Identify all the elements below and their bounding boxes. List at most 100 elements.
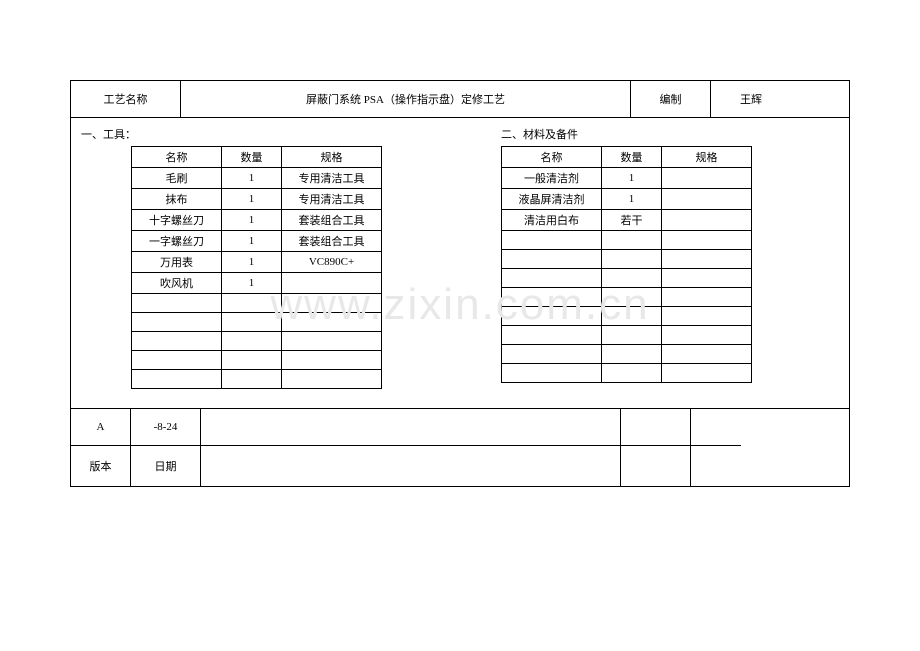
column-header-name: 名称 <box>502 147 602 168</box>
cell-qty <box>222 332 282 351</box>
table-row: 十字螺丝刀1套装组合工具 <box>132 210 382 231</box>
cell-qty <box>602 288 662 307</box>
cell-spec <box>662 168 752 189</box>
cell-qty <box>222 351 282 370</box>
footer-area: A-8-24版本日期 <box>71 408 849 486</box>
cell-name <box>132 351 222 370</box>
cell-spec <box>662 288 752 307</box>
footer-version: A <box>71 409 131 445</box>
cell-name <box>132 370 222 389</box>
table-row: 一般清洁剂1 <box>502 168 752 189</box>
cell-name <box>502 345 602 364</box>
cell-name: 一字螺丝刀 <box>132 231 222 252</box>
cell-name: 液晶屏清洁剂 <box>502 189 602 210</box>
cell-name: 万用表 <box>132 252 222 273</box>
cell-qty: 1 <box>222 189 282 210</box>
column-header-qty: 数量 <box>602 147 662 168</box>
cell-name <box>132 294 222 313</box>
table-row: 清洁用白布若干 <box>502 210 752 231</box>
cell-qty <box>602 326 662 345</box>
column-header-spec: 规格 <box>282 147 382 168</box>
cell-spec <box>282 351 382 370</box>
cell-qty: 1 <box>602 168 662 189</box>
cell-name <box>502 250 602 269</box>
column-header-spec: 规格 <box>662 147 752 168</box>
cell-name <box>502 288 602 307</box>
header-title: 屏蔽门系统 PSA（操作指示盘）定修工艺 <box>181 81 631 117</box>
cell-qty: 1 <box>222 252 282 273</box>
cell-qty <box>222 294 282 313</box>
document-frame: 工艺名称 屏蔽门系统 PSA（操作指示盘）定修工艺 编制 王辉 一、工具： 二、… <box>70 80 850 487</box>
table-row: 一字螺丝刀1套装组合工具 <box>132 231 382 252</box>
cell-qty <box>602 345 662 364</box>
tools-section-label: 一、工具： <box>81 126 136 142</box>
cell-qty <box>602 307 662 326</box>
cell-qty: 1 <box>602 189 662 210</box>
footer-date: -8-24 <box>131 409 201 445</box>
cell-qty: 1 <box>222 168 282 189</box>
cell-qty <box>222 313 282 332</box>
cell-name <box>502 231 602 250</box>
footer-date: 日期 <box>131 445 201 486</box>
cell-name <box>132 313 222 332</box>
header-row: 工艺名称 屏蔽门系统 PSA（操作指示盘）定修工艺 编制 王辉 <box>71 81 849 118</box>
header-compiler: 王辉 <box>711 81 791 117</box>
table-row <box>502 250 752 269</box>
footer-spacer-3 <box>691 409 741 445</box>
table-row <box>502 364 752 383</box>
cell-name: 十字螺丝刀 <box>132 210 222 231</box>
cell-spec: 套装组合工具 <box>282 210 382 231</box>
cell-name <box>502 364 602 383</box>
cell-spec <box>662 269 752 288</box>
cell-spec <box>282 273 382 294</box>
footer-version: 版本 <box>71 445 131 486</box>
column-header-name: 名称 <box>132 147 222 168</box>
footer-spacer-3 <box>691 445 741 486</box>
table-row <box>502 345 752 364</box>
cell-name: 抹布 <box>132 189 222 210</box>
cell-spec <box>282 332 382 351</box>
cell-qty <box>602 364 662 383</box>
tools-table: 名称数量规格毛刷1专用清洁工具抹布1专用清洁工具十字螺丝刀1套装组合工具一字螺丝… <box>131 146 382 389</box>
table-row <box>502 288 752 307</box>
cell-spec <box>662 364 752 383</box>
table-row <box>502 307 752 326</box>
cell-qty: 若干 <box>602 210 662 231</box>
table-row: 吹风机1 <box>132 273 382 294</box>
cell-spec <box>662 189 752 210</box>
header-label-compiled: 编制 <box>631 81 711 117</box>
table-row: 万用表1VC890C+ <box>132 252 382 273</box>
cell-qty: 1 <box>222 210 282 231</box>
cell-qty: 1 <box>222 273 282 294</box>
footer-row: 版本日期 <box>71 445 849 486</box>
table-row <box>132 313 382 332</box>
footer-spacer-2 <box>621 409 691 445</box>
table-row <box>132 294 382 313</box>
cell-spec: VC890C+ <box>282 252 382 273</box>
materials-table: 名称数量规格一般清洁剂1液晶屏清洁剂1清洁用白布若干 <box>501 146 752 383</box>
cell-name <box>132 332 222 351</box>
cell-spec <box>662 210 752 231</box>
table-row <box>502 326 752 345</box>
cell-name <box>502 307 602 326</box>
footer-spacer-2 <box>621 445 691 486</box>
cell-name: 一般清洁剂 <box>502 168 602 189</box>
cell-spec <box>662 307 752 326</box>
cell-qty <box>602 269 662 288</box>
cell-spec <box>662 231 752 250</box>
cell-qty <box>222 370 282 389</box>
cell-spec <box>662 345 752 364</box>
cell-spec <box>662 326 752 345</box>
column-header-qty: 数量 <box>222 147 282 168</box>
footer-row: A-8-24 <box>71 409 849 445</box>
cell-spec <box>282 313 382 332</box>
cell-spec: 专用清洁工具 <box>282 168 382 189</box>
cell-name: 吹风机 <box>132 273 222 294</box>
cell-name: 清洁用白布 <box>502 210 602 231</box>
table-row: 抹布1专用清洁工具 <box>132 189 382 210</box>
cell-qty <box>602 231 662 250</box>
cell-name <box>502 269 602 288</box>
materials-section-label: 二、材料及备件 <box>501 126 578 142</box>
cell-spec: 套装组合工具 <box>282 231 382 252</box>
table-row: 液晶屏清洁剂1 <box>502 189 752 210</box>
